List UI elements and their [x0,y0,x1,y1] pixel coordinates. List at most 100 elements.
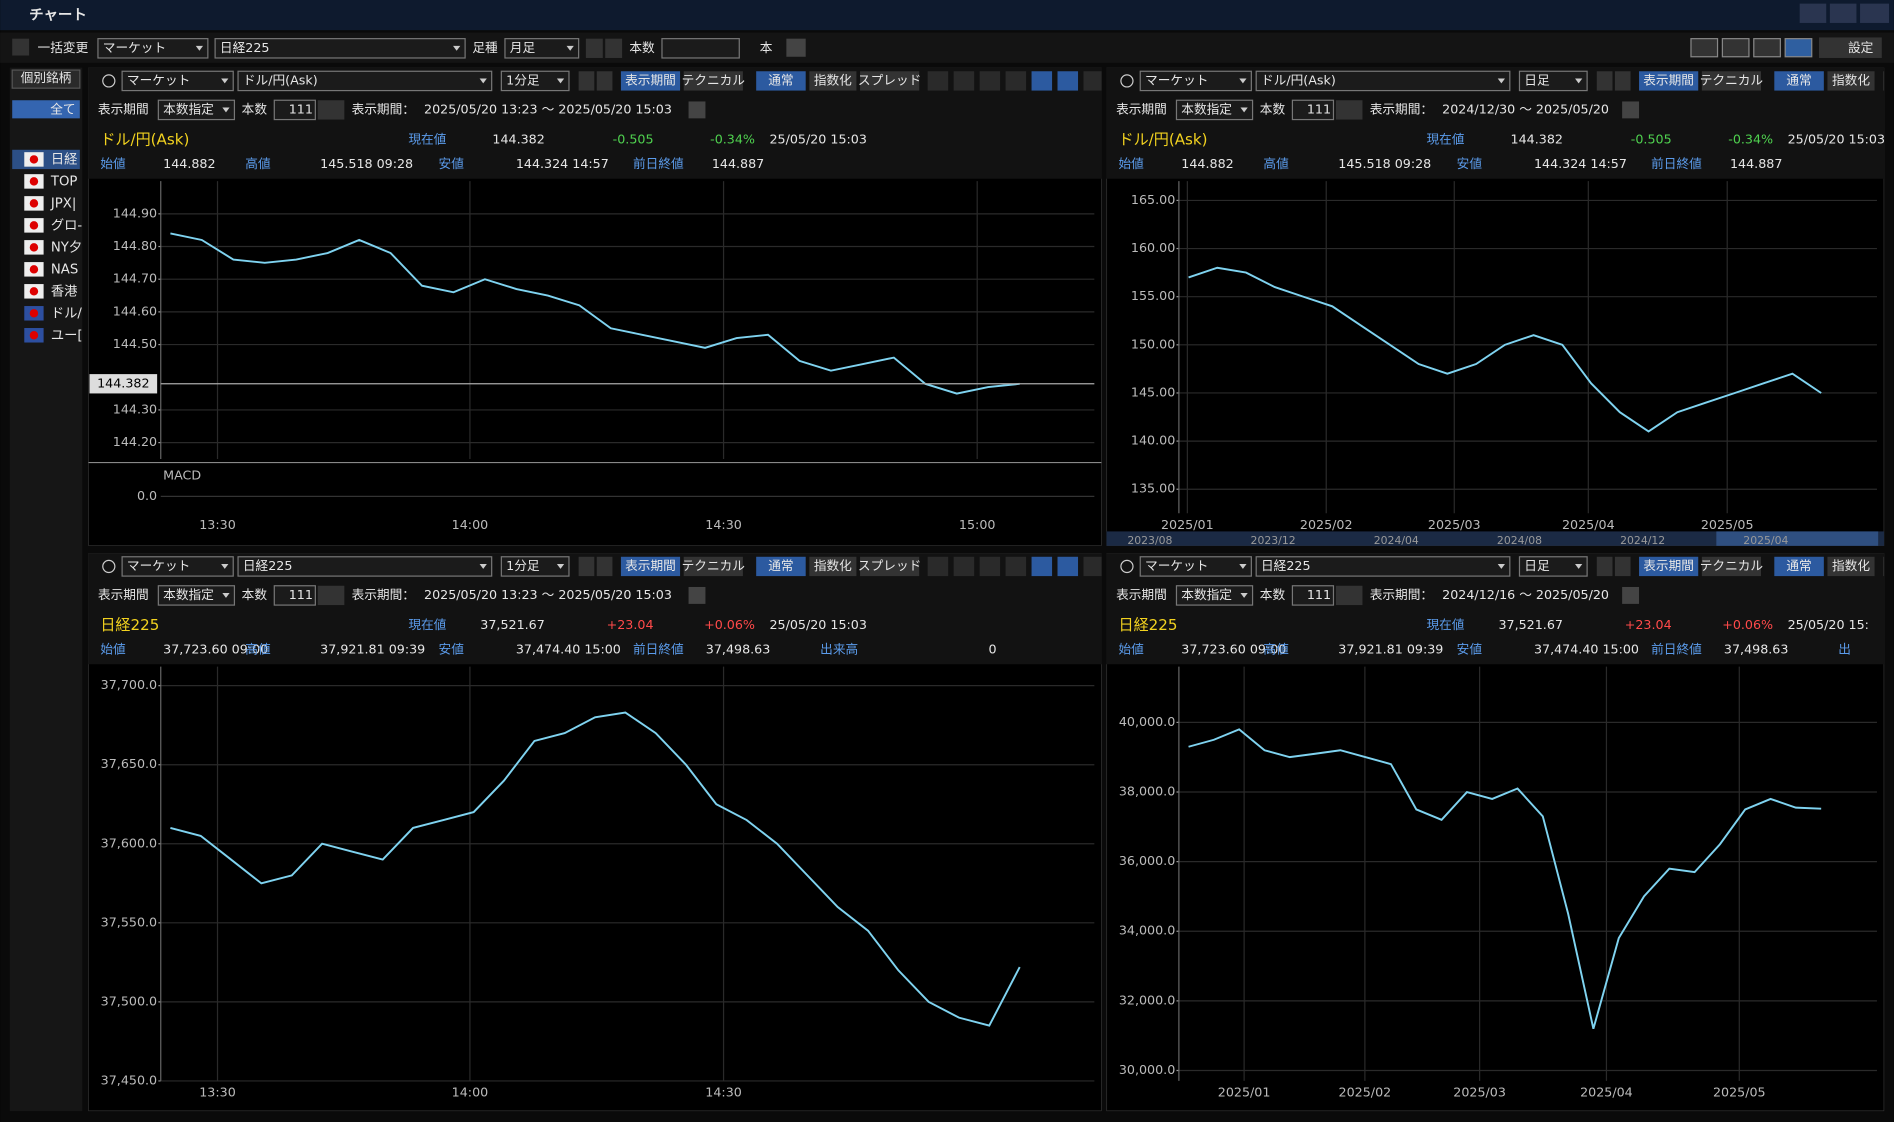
timeframe-select-box[interactable] [1518,70,1588,92]
toolbar-button[interactable] [1639,556,1699,577]
tool-icon[interactable] [1057,556,1079,577]
count-spinner[interactable] [317,585,345,606]
count-input[interactable] [273,99,316,121]
navigator-window[interactable] [1716,531,1879,546]
symbol-select-box[interactable] [1255,70,1511,92]
next-button[interactable] [1614,71,1631,91]
count-spinner[interactable] [1335,100,1363,120]
tool-icon[interactable] [927,71,949,91]
count-spinner[interactable] [317,100,345,120]
settings-button[interactable] [1818,37,1882,58]
toolbar-button[interactable] [1774,556,1824,577]
timeframe-select-box[interactable] [1518,556,1588,577]
bar-type-select-box[interactable] [504,38,580,59]
next-button[interactable] [1614,556,1631,577]
toolbar-button[interactable] [1774,71,1824,91]
toolbar-button[interactable] [1701,71,1762,91]
market-select-box[interactable] [121,556,234,577]
toolbar-button[interactable] [1827,71,1875,91]
reset-button[interactable] [1622,101,1640,119]
toolbar-button[interactable] [860,71,920,91]
layout-button[interactable] [1753,38,1781,58]
prev-button[interactable] [1596,71,1613,91]
minimize-button[interactable] [1799,3,1827,23]
count-mode-select-box[interactable] [1175,585,1254,606]
market-select-box[interactable] [97,38,209,59]
toolbar-button[interactable] [1827,556,1875,577]
link-icon[interactable] [1120,74,1134,88]
update-time: 25/05/20 15:03 [769,617,866,632]
print-button[interactable] [786,38,806,57]
toolbar-button[interactable] [683,556,743,577]
close-button[interactable] [1860,3,1890,23]
symbol-select-box[interactable] [214,38,466,59]
count-spinner[interactable] [1335,585,1363,606]
toolbar-button[interactable] [683,71,743,91]
tool-icon[interactable] [953,71,975,91]
all-button[interactable] [12,100,80,119]
prev-button[interactable] [1596,556,1613,577]
count-mode-select-box[interactable] [157,99,236,121]
prev-button[interactable] [578,71,595,91]
tool-icon[interactable] [1883,71,1894,91]
low-label: 安値 [439,641,465,656]
timeframe-select-caret [556,564,565,569]
link-icon[interactable] [102,74,116,88]
tool-icon[interactable] [1083,71,1104,91]
layout-button[interactable] [1690,38,1719,58]
tool-icon[interactable] [979,71,1001,91]
symbol-select-box[interactable] [237,70,493,92]
tool-icon[interactable] [1031,556,1053,577]
toolbar-button[interactable] [1639,71,1699,91]
count-input[interactable] [1291,99,1335,121]
market-select-box[interactable] [1139,556,1252,577]
tool-icon[interactable] [927,556,949,577]
count-mode-select-box[interactable] [157,585,236,606]
prev-button[interactable] [578,556,595,577]
tool-icon[interactable] [1883,556,1894,577]
next-button[interactable] [605,38,623,58]
tool-icon[interactable] [1031,71,1053,91]
tool-icon[interactable] [1005,71,1027,91]
navigator[interactable] [1106,531,1885,546]
next-button[interactable] [596,71,613,91]
market-select-box[interactable] [1139,70,1252,92]
link-icon[interactable] [1120,559,1134,574]
tool-icon[interactable] [953,556,975,577]
reset-button[interactable] [688,101,706,119]
timeframe-select-box[interactable] [500,556,570,577]
toolbar-button[interactable] [756,71,806,91]
sidebar-tab[interactable] [11,69,81,89]
collapse-button[interactable] [12,38,30,56]
tool-icon[interactable] [1005,556,1027,577]
toolbar-button[interactable] [620,71,681,91]
symbol-select-box[interactable] [237,556,493,577]
reset-button[interactable] [688,586,706,604]
toolbar-button[interactable] [809,71,857,91]
timeframe-select-box[interactable] [500,70,570,92]
layout-button[interactable] [1721,38,1750,58]
count-input[interactable] [661,38,740,59]
tool-icon[interactable] [1083,556,1104,577]
maximize-button[interactable] [1829,3,1857,23]
tool-icon[interactable] [1057,71,1079,91]
count-input[interactable] [1291,585,1335,606]
flag-dot [29,177,39,186]
count-mode-select-box[interactable] [1175,99,1254,121]
market-select-caret [1239,78,1247,84]
toolbar-button[interactable] [1701,556,1762,577]
link-icon[interactable] [102,559,116,574]
market-select-box[interactable] [121,70,234,92]
toolbar-button[interactable] [756,556,806,577]
prev-button[interactable] [585,38,603,58]
toolbar-button[interactable] [620,556,681,577]
next-button[interactable] [596,556,613,577]
toolbar-button[interactable] [860,556,920,577]
count-input[interactable] [273,585,316,606]
toolbar-button[interactable] [809,556,857,577]
reset-button[interactable] [1622,586,1640,604]
symbol-select-box[interactable] [1255,556,1511,577]
tool-icon[interactable] [979,556,1001,577]
layout-button[interactable] [1784,38,1813,58]
update-time: 25/05/20 15: [1788,617,1869,632]
